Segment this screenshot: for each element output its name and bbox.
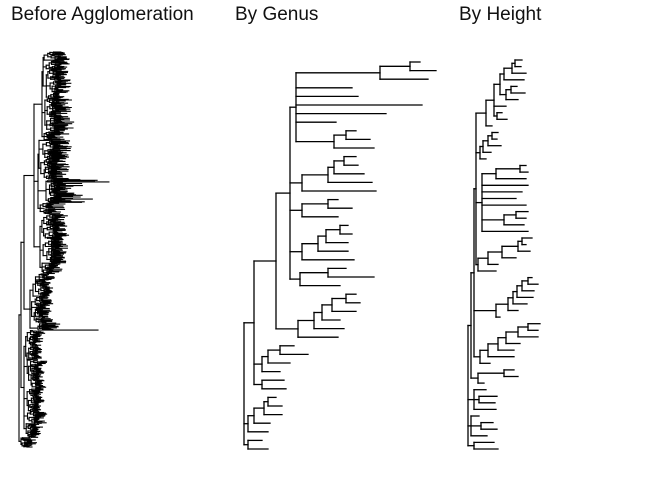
tree-by-genus bbox=[243, 61, 437, 450]
panel-title-by-genus: By Genus bbox=[235, 4, 319, 25]
tree-before-agglomeration bbox=[18, 51, 110, 448]
panel-title-before: Before Agglomeration bbox=[11, 4, 194, 25]
tree-by-height bbox=[467, 59, 541, 450]
panel-title-by-height: By Height bbox=[459, 4, 542, 25]
